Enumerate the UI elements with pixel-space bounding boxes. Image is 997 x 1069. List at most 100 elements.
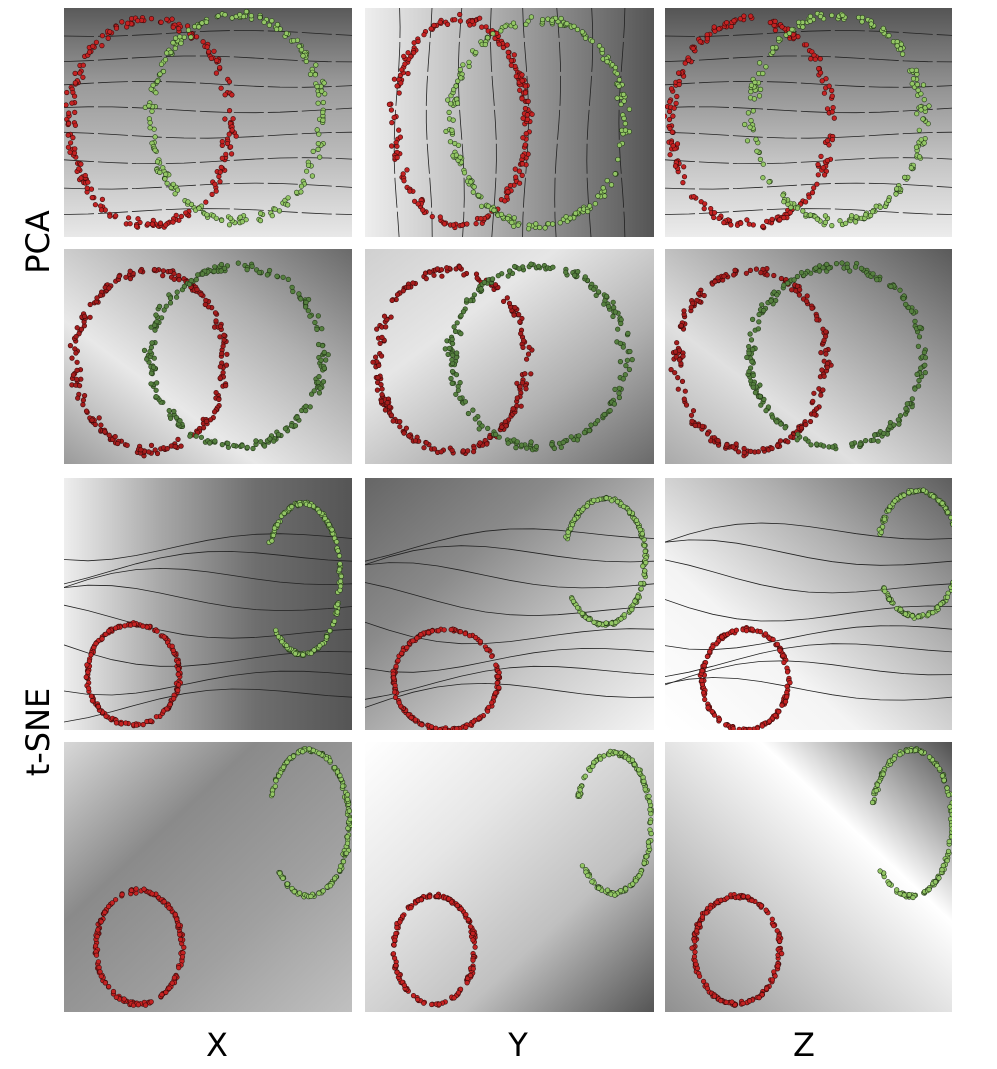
point [591,497,597,503]
point [955,539,960,544]
point [415,201,421,207]
point [390,951,397,957]
point [820,265,826,271]
point [233,133,239,139]
point [716,716,723,723]
point [595,193,601,199]
point [647,806,653,813]
point [454,902,460,909]
point [626,509,633,515]
point [763,907,769,913]
point [334,539,340,545]
point [769,916,775,922]
point [221,332,227,338]
point [88,186,95,192]
point [253,438,259,444]
point [484,441,490,447]
point [219,350,225,357]
point [533,443,540,450]
point [392,937,398,943]
point [188,201,195,207]
point [174,289,180,295]
point [781,659,787,666]
point [437,19,443,25]
point [178,40,184,46]
point [200,39,206,45]
point [470,930,476,937]
point [809,305,815,311]
point [175,666,181,672]
point [220,370,226,376]
point [586,428,593,434]
point [579,863,586,869]
point [146,449,152,455]
panel-background [64,742,352,1012]
point [740,893,747,900]
point [177,931,183,938]
point [716,26,722,32]
point [760,446,766,452]
point [675,70,682,76]
point [916,334,923,340]
point [324,634,330,640]
point [459,222,465,228]
point [615,326,621,332]
point [400,171,406,177]
point [508,57,514,64]
point [92,202,98,208]
point [862,438,869,444]
point [219,442,225,448]
point [297,890,303,896]
point [344,840,351,846]
panel [665,8,952,237]
point [473,634,479,641]
point [411,50,417,56]
point [102,980,108,986]
point [188,34,194,40]
point [908,165,914,171]
point [96,415,102,421]
point [824,261,830,268]
point [460,448,466,454]
point [621,503,627,510]
point [939,773,946,779]
point [388,412,395,418]
point [157,303,163,310]
point [941,777,947,783]
point [811,185,817,191]
point [636,767,642,773]
point [85,685,92,691]
point [501,298,507,305]
point [82,313,88,320]
point [701,206,707,212]
point [472,944,478,950]
point [522,142,528,148]
point [955,550,960,555]
point [904,401,910,407]
point [64,89,70,96]
point [213,188,219,194]
point [537,224,543,231]
point [699,423,706,429]
column-label: Z [793,1026,815,1064]
point [478,286,484,292]
point [115,440,121,447]
point [126,215,132,221]
point [467,633,473,639]
point [407,188,413,194]
point [476,192,482,199]
point [176,682,182,688]
point [494,680,500,686]
point [141,886,147,892]
point [820,387,826,393]
point [766,718,773,724]
point [757,86,764,92]
point [741,449,747,456]
point [337,772,343,779]
point [291,888,297,895]
point [511,312,517,318]
point [285,195,291,201]
point [953,571,958,576]
point [576,792,582,798]
point [629,606,635,613]
